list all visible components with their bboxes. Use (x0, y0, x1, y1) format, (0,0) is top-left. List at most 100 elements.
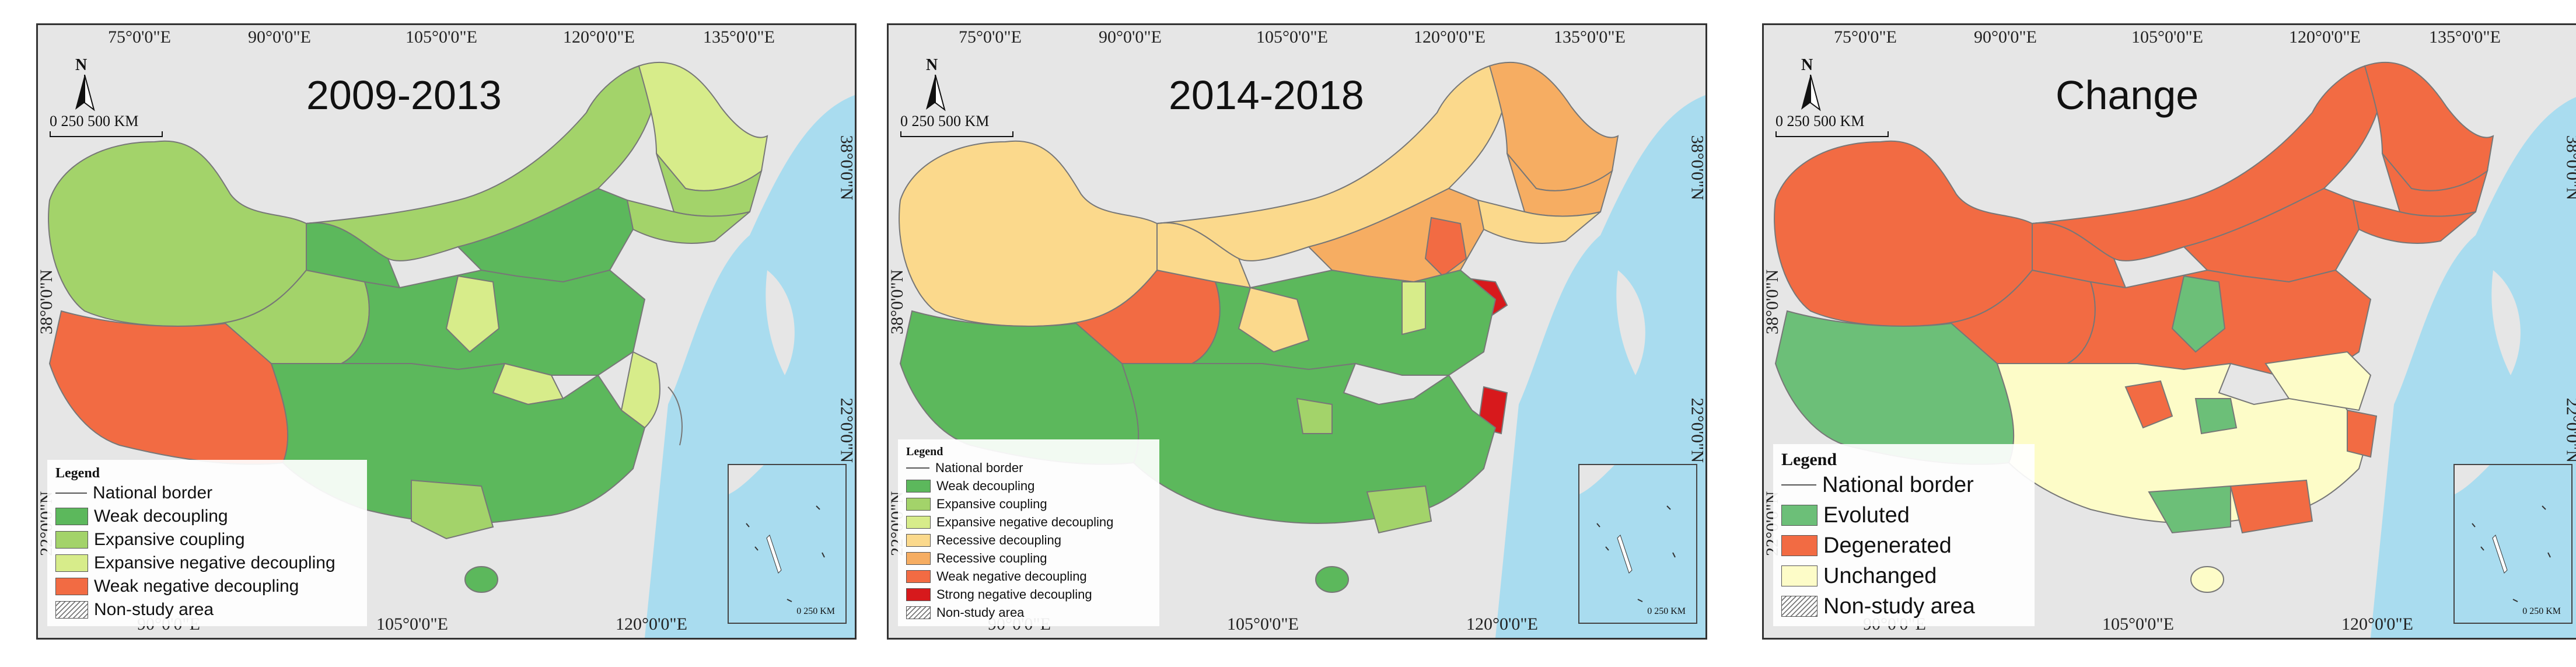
tick-bottom-120e: 120°0'0"E (1466, 614, 1538, 634)
map-panel-2009-2013: 2009-2013 75°0'0"E 90°0'0"E 105°0'0"E 12… (36, 23, 857, 640)
tick-top-105e: 105°0'0"E (2131, 27, 2203, 47)
tick-right-22n: 22°0'0"N (1687, 397, 1707, 463)
legend-item: National border (1781, 470, 2026, 500)
panel-title: 2009-2013 (306, 72, 502, 118)
map-panel-2014-2018: 2014-2018 75°0'0"E 90°0'0"E 105°0'0"E 12… (887, 23, 1707, 640)
legend-item: Recessive coupling (906, 549, 1151, 567)
legend-title: Legend (55, 466, 100, 481)
region-hebei (1424, 216, 1467, 277)
legend-item: Non-study area (906, 603, 1151, 621)
region-yunnan-patch (1296, 397, 1333, 434)
north-arrow-icon: N (1793, 56, 1840, 139)
tick-top-135e: 135°0'0"E (703, 27, 775, 47)
legend-item: Non-study area (55, 598, 359, 621)
legend-item: Recessive decoupling (906, 531, 1151, 549)
tick-right-38n: 38°0'0"N (1687, 135, 1707, 200)
tick-top-105e: 105°0'0"E (1256, 27, 1328, 47)
legend: Legend National border Weak decoupling E… (898, 439, 1159, 626)
region-ningxia (1238, 287, 1310, 353)
inset-scale: 0 250 KM (796, 606, 835, 616)
legend-title: Legend (1781, 450, 1837, 469)
legend-item: National border (55, 481, 359, 505)
scale-bar: 0 250 500 KM (1775, 113, 1889, 137)
tick-right-38n: 38°0'0"N (2563, 135, 2576, 200)
tick-top-90e: 90°0'0"E (248, 27, 311, 47)
region-east-central (2264, 351, 2372, 411)
panel-title: Change (2056, 72, 2199, 118)
tick-top-75e: 75°0'0"E (959, 27, 1022, 47)
region-shaanxi (2171, 275, 2226, 353)
region-inner-mongolia (2032, 65, 2383, 261)
legend-item: Weak negative decoupling (55, 575, 359, 598)
tick-top-75e: 75°0'0"E (108, 27, 171, 47)
tick-left-38n: 38°0'0"N (37, 269, 56, 334)
tick-top-135e: 135°0'0"E (1554, 27, 1626, 47)
south-china-sea-inset: 0 250 KM (1578, 464, 1697, 624)
tick-top-90e: 90°0'0"E (1099, 27, 1162, 47)
legend-title: Legend (906, 445, 943, 458)
region-liaoning (1477, 199, 1601, 244)
south-china-sea-inset: 0 250 KM (728, 464, 847, 624)
tick-right-38n: 38°0'0"N (837, 135, 856, 200)
legend-item: National border (906, 459, 1151, 477)
legend-item: Evoluted (1781, 500, 2026, 530)
region-hunan (2194, 398, 2238, 435)
legend-item: Expansive coupling (906, 495, 1151, 513)
legend-item: Expansive negative decoupling (55, 551, 359, 575)
legend-item: Weak decoupling (55, 505, 359, 528)
panel-title: 2014-2018 (1169, 72, 1364, 118)
legend-item: Expansive coupling (55, 528, 359, 551)
tick-top-120e: 120°0'0"E (563, 27, 635, 47)
tick-left-38n: 38°0'0"N (887, 269, 907, 334)
region-hainan (464, 566, 498, 593)
scale-bar: 0 250 500 KM (50, 113, 163, 137)
legend-item: Weak decoupling (906, 477, 1151, 495)
tick-top-75e: 75°0'0"E (1834, 27, 1897, 47)
legend: Legend National border Weak decoupling E… (47, 460, 367, 626)
tick-top-105e: 105°0'0"E (406, 27, 477, 47)
legend: Legend National border Evoluted Degenera… (1773, 444, 2035, 626)
region-shanxi (1401, 281, 1426, 336)
legend-item: Expansive negative decoupling (906, 513, 1151, 531)
tick-right-22n: 22°0'0"N (837, 397, 856, 463)
tick-top-120e: 120°0'0"E (1414, 27, 1486, 47)
tick-bottom-120e: 120°0'0"E (2341, 614, 2413, 634)
region-central (1191, 269, 1497, 376)
tick-bottom-105e: 105°0'0"E (376, 614, 448, 634)
region-liaoning (626, 199, 750, 244)
legend-item: Non-study area (1781, 591, 2026, 621)
scale-bar: 0 250 500 KM (900, 113, 1013, 137)
tick-top-90e: 90°0'0"E (1974, 27, 2037, 47)
region-hainan (2190, 566, 2224, 593)
legend-item: Degenerated (1781, 530, 2026, 561)
tick-top-120e: 120°0'0"E (2289, 27, 2361, 47)
south-china-sea-inset: 0 250 KM (2453, 464, 2572, 624)
inset-scale: 0 250 KM (1647, 606, 1686, 616)
region-hainan (1315, 566, 1349, 593)
region-liaoning (2352, 199, 2476, 244)
legend-item: Strong negative decoupling (906, 585, 1151, 603)
tick-bottom-105e: 105°0'0"E (1227, 614, 1299, 634)
region-guangxi (411, 479, 494, 540)
map-panel-change: Change 75°0'0"E 90°0'0"E 105°0'0"E 120°0… (1762, 23, 2576, 640)
region-guangxi (2148, 485, 2231, 534)
north-arrow-icon: N (67, 56, 114, 139)
region-north (457, 187, 634, 283)
inset-scale: 0 250 KM (2522, 606, 2561, 616)
tick-top-135e: 135°0'0"E (2429, 27, 2501, 47)
region-shaanxi (445, 275, 500, 353)
region-zhejiang (2347, 409, 2378, 458)
tick-bottom-120e: 120°0'0"E (616, 614, 687, 634)
region-guangdong (1366, 485, 1432, 534)
region-north (2183, 187, 2360, 283)
north-arrow-icon: N (918, 56, 964, 139)
tick-right-22n: 22°0'0"N (2563, 397, 2576, 463)
region-guangdong (2229, 479, 2313, 534)
tick-left-38n: 38°0'0"N (1763, 269, 1782, 334)
region-inner-mongolia (1156, 65, 1508, 261)
legend-item: Weak negative decoupling (906, 567, 1151, 585)
legend-item: Unchanged (1781, 561, 2026, 591)
region-inner-mongolia (306, 65, 658, 261)
region-chongqing (2124, 380, 2173, 429)
tick-bottom-105e: 105°0'0"E (2102, 614, 2174, 634)
